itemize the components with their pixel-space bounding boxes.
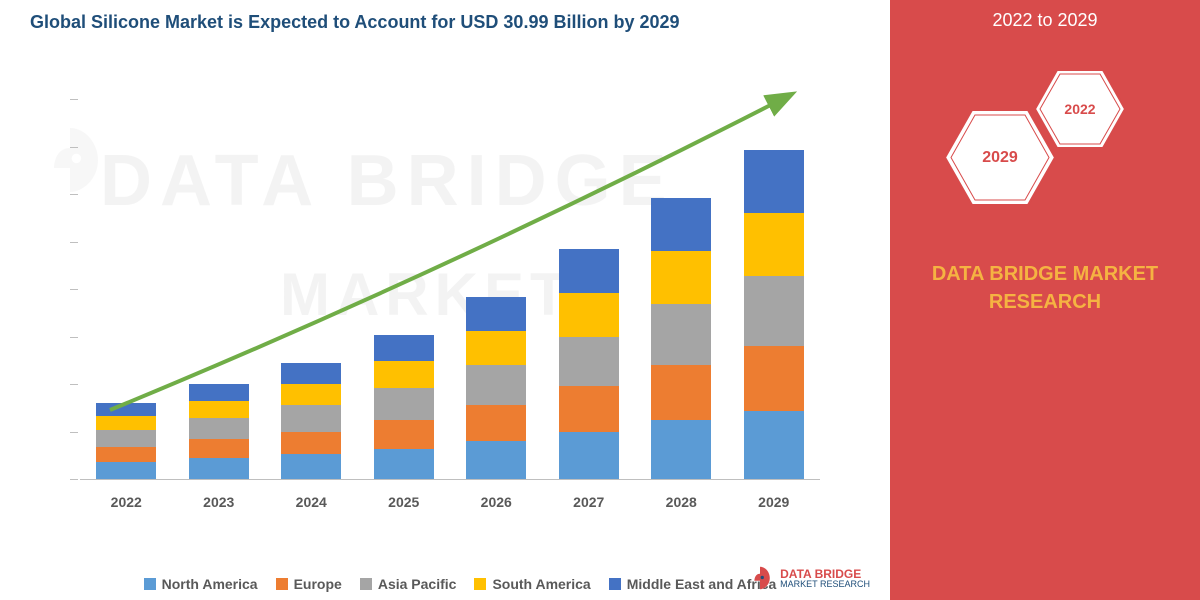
legend-swatch (276, 578, 288, 590)
bar-segment (744, 150, 804, 213)
x-axis-labels: 2022 2023 2024 2025 2026 2027 2028 2029 (80, 494, 820, 510)
legend-label: North America (162, 576, 258, 592)
logo-mark-icon (746, 564, 774, 592)
bar-segment (466, 441, 526, 479)
bar-segment (281, 454, 341, 479)
bar-segment (189, 418, 249, 439)
legend-label: Europe (294, 576, 342, 592)
bar-group (374, 335, 434, 479)
legend-swatch (609, 578, 621, 590)
hex-label-2029: 2029 (982, 149, 1018, 167)
bar-segment (281, 363, 341, 384)
bar-segment (96, 403, 156, 416)
y-tick (70, 194, 78, 195)
legend-swatch (360, 578, 372, 590)
bar-segment (651, 420, 711, 479)
bar-segment (466, 297, 526, 331)
bar-segment (374, 420, 434, 449)
bar-segment (744, 411, 804, 479)
bars-container (80, 100, 820, 480)
x-axis-label: 2023 (189, 494, 249, 510)
bar-segment (466, 365, 526, 405)
bar-group (281, 363, 341, 479)
bar-group (651, 198, 711, 479)
bar-segment (96, 447, 156, 462)
bar-segment (744, 346, 804, 411)
bar-segment (559, 432, 619, 480)
legend-item: North America (144, 576, 258, 592)
legend-item: South America (474, 576, 590, 592)
bar-group (744, 150, 804, 479)
bar-segment (559, 249, 619, 293)
x-axis-label: 2022 (96, 494, 156, 510)
x-axis-label: 2026 (466, 494, 526, 510)
hexagon-group: 2029 2022 (935, 70, 1155, 230)
bar-segment (374, 335, 434, 362)
x-axis-label: 2028 (651, 494, 711, 510)
bar-segment (374, 449, 434, 479)
bar-segment (96, 430, 156, 447)
bar-segment (189, 384, 249, 401)
logo-text-sub: MARKET RESEARCH (780, 580, 870, 589)
x-axis-label: 2024 (281, 494, 341, 510)
bar-segment (281, 432, 341, 455)
logo-text-main: DATA BRIDGE (780, 568, 870, 580)
bar-segment (651, 365, 711, 420)
y-axis-ticks (70, 100, 80, 480)
bar-segment (96, 416, 156, 429)
y-tick (70, 242, 78, 243)
bar-segment (281, 384, 341, 405)
y-tick (70, 384, 78, 385)
bar-segment (651, 198, 711, 251)
bar-segment (466, 405, 526, 441)
y-tick (70, 289, 78, 290)
y-tick (70, 337, 78, 338)
bar-group (466, 297, 526, 479)
brand-text: DATA BRIDGE MARKET RESEARCH (890, 260, 1200, 316)
legend-label: South America (492, 576, 590, 592)
panel-date-range: 2022 to 2029 (890, 10, 1200, 31)
bar-segment (651, 304, 711, 365)
legend-label: Asia Pacific (378, 576, 457, 592)
bar-segment (96, 462, 156, 479)
page-title: Global Silicone Market is Expected to Ac… (30, 12, 680, 33)
right-panel: 2022 to 2029 2029 2022 DATA BRIDGE MARKE… (890, 0, 1200, 600)
x-axis-label: 2029 (744, 494, 804, 510)
bar-segment (281, 405, 341, 432)
y-tick (70, 432, 78, 433)
bar-group (96, 403, 156, 479)
bar-segment (189, 458, 249, 479)
bar-segment (651, 251, 711, 304)
chart-area: 2022 2023 2024 2025 2026 2027 2028 2029 (50, 70, 850, 510)
legend-swatch (144, 578, 156, 590)
hex-label-2022: 2022 (1064, 101, 1095, 117)
x-axis-label: 2025 (374, 494, 434, 510)
bar-segment (744, 276, 804, 346)
bar-segment (744, 213, 804, 276)
bar-segment (374, 388, 434, 420)
y-tick (70, 479, 78, 480)
bar-group (189, 384, 249, 479)
legend-item: Europe (276, 576, 342, 592)
bottom-logo: DATA BRIDGE MARKET RESEARCH (746, 564, 870, 592)
hexagon-2022: 2022 (1035, 70, 1125, 148)
bar-segment (189, 439, 249, 458)
bar-segment (189, 401, 249, 418)
brand-line-1: DATA BRIDGE MARKET (932, 263, 1158, 285)
brand-line-2: RESEARCH (989, 291, 1101, 313)
y-tick (70, 99, 78, 100)
x-axis-label: 2027 (559, 494, 619, 510)
legend-item: Asia Pacific (360, 576, 457, 592)
bar-group (559, 249, 619, 479)
y-tick (70, 147, 78, 148)
bar-segment (559, 337, 619, 386)
bar-segment (374, 361, 434, 388)
legend-swatch (474, 578, 486, 590)
bar-segment (466, 331, 526, 365)
bar-segment (559, 293, 619, 337)
bar-segment (559, 386, 619, 432)
